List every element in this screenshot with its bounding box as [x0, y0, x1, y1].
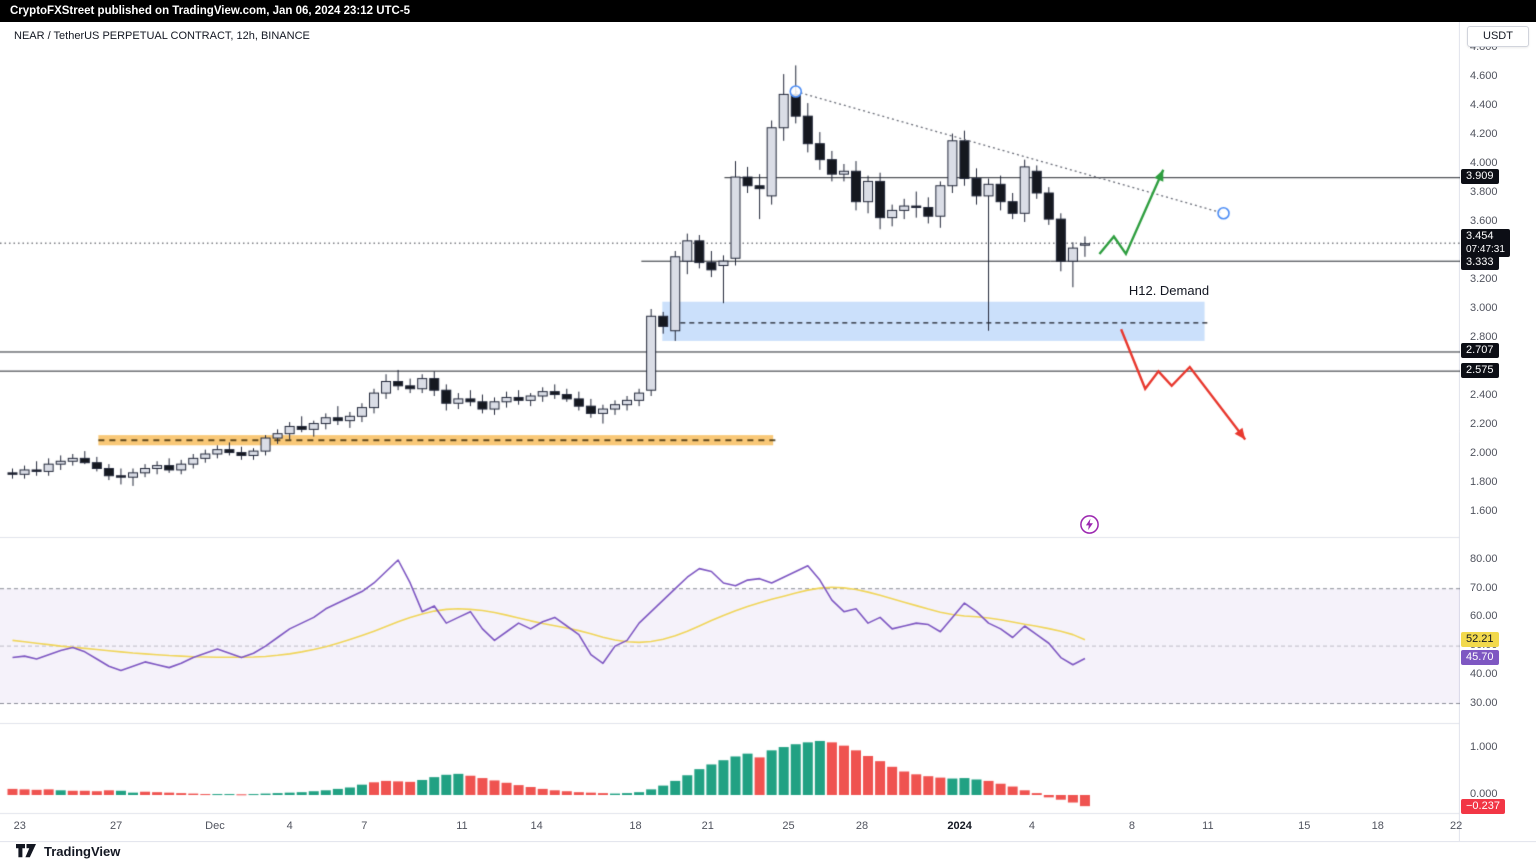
time-axis-tick: 15 [1298, 820, 1311, 832]
price-axis-tick: 1.600 [1470, 505, 1498, 517]
tradingview-label: TradingView [44, 844, 121, 859]
time-axis-tick: 27 [110, 820, 123, 832]
price-axis-tick: 2.200 [1470, 418, 1498, 430]
price-tag-3333: 3.333 [1461, 254, 1499, 270]
price-tag-2707: 2.707 [1461, 343, 1499, 359]
time-axis-tick: 23 [13, 820, 26, 832]
time-axis-tick: 11 [456, 820, 468, 832]
price-tag-current: 3.454 07:47:31 [1461, 229, 1510, 258]
currency-button[interactable]: USDT [1467, 26, 1529, 47]
tradingview-attribution[interactable]: TradingView [16, 843, 120, 860]
publish-text: CryptoFXStreet published on TradingView.… [10, 5, 411, 17]
publish-bar: CryptoFXStreet published on TradingView.… [0, 0, 1536, 22]
rsi-value-tag: 45.70 [1461, 650, 1499, 666]
price-tag-2575: 2.575 [1461, 362, 1499, 378]
tradingview-logo [16, 844, 36, 858]
price-axis-tick: 3.600 [1470, 215, 1498, 227]
price-axis-tick: 4.600 [1470, 70, 1498, 82]
price-axis-tick: 3.200 [1470, 273, 1498, 285]
time-axis-tick: 22 [1449, 820, 1463, 832]
time-axis-tick: 11 [1202, 820, 1214, 832]
hist-axis-tick: 1.000 [1470, 741, 1498, 753]
price-axis-tick: 3.800 [1470, 186, 1498, 198]
price-axis-tick: 2.000 [1470, 447, 1498, 459]
time-axis-tick: 14 [530, 820, 543, 832]
price-axis-tick: 4.400 [1470, 99, 1498, 111]
rsi-axis-tick: 80.00 [1470, 553, 1498, 565]
hist-axis-tick: 0.000 [1470, 788, 1498, 800]
time-axis-tick: 4 [1028, 820, 1035, 832]
flash-icon[interactable] [1079, 514, 1100, 540]
time-axis-tick: 8 [1128, 820, 1135, 832]
time-axis-tick: 21 [701, 820, 714, 832]
time-axis-tick: 25 [782, 820, 795, 832]
symbol-title: NEAR / TetherUS PERPETUAL CONTRACT, 12h,… [14, 30, 310, 42]
time-axis-tick: 2024 [947, 820, 972, 832]
time-axis-tick: 7 [361, 820, 368, 832]
rsi-ma-value-tag: 52.21 [1461, 631, 1499, 647]
time-axis-tick: 4 [286, 820, 293, 832]
rsi-axis-tick: 30.00 [1470, 696, 1498, 709]
price-tag-3909: 3.909 [1461, 169, 1499, 185]
hist-value-tag: −0.237 [1461, 799, 1505, 815]
time-axis-tick: Dec [205, 820, 225, 832]
price-axis-tick: 4.000 [1470, 157, 1498, 169]
price-axis-tick: 2.400 [1470, 389, 1498, 401]
price-axis-tick: 1.800 [1470, 476, 1498, 488]
price-axis-tick: 2.800 [1470, 331, 1498, 343]
price-axis[interactable] [1460, 22, 1536, 841]
rsi-axis-tick: 60.00 [1470, 610, 1498, 623]
demand-zone-label: H12. Demand [1128, 282, 1210, 298]
price-axis-tick: 3.000 [1470, 302, 1498, 314]
current-price-value: 3.454 [1466, 230, 1494, 243]
rsi-axis-tick: 70.00 [1470, 581, 1498, 594]
rsi-axis-tick: 40.00 [1470, 667, 1498, 680]
bar-countdown: 07:47:31 [1466, 244, 1505, 256]
price-axis-tick: 4.200 [1470, 128, 1498, 140]
time-axis-tick: 18 [629, 820, 642, 832]
time-axis-tick: 18 [1371, 820, 1384, 832]
time-axis-tick: 28 [855, 820, 869, 832]
